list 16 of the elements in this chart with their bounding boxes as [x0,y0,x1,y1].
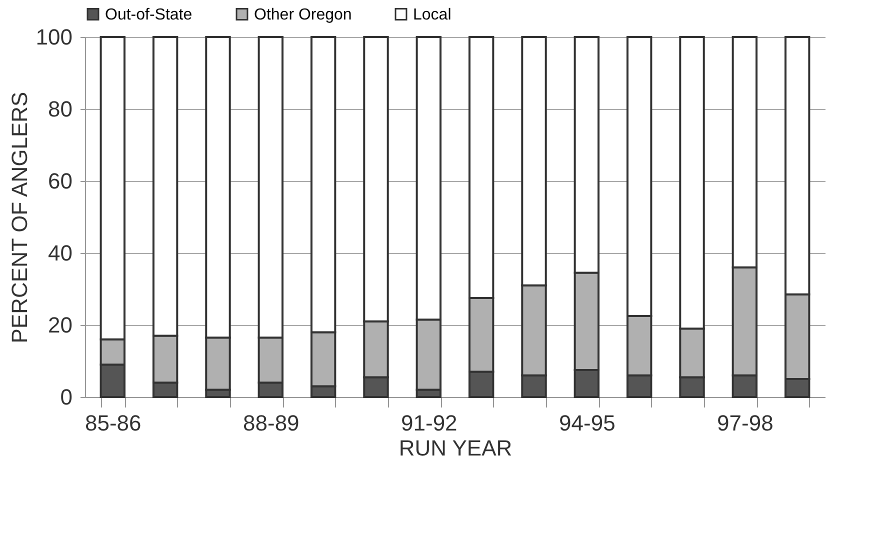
legend-label: Local [413,6,452,24]
y-tick-label: 20 [48,312,72,338]
x-tick-label: 94-95 [559,410,616,436]
x-tick-label: 88-89 [243,410,300,436]
y-tick-label: 0 [60,384,72,410]
x-tick-label: 91-92 [401,410,458,436]
legend-label: Other Oregon [254,6,352,24]
y-axis-title: PERCENT OF ANGLERS [6,92,32,344]
y-tick-label: 80 [48,96,72,122]
y-tick-label: 60 [48,168,72,194]
y-tick-label: 100 [36,24,72,50]
x-tick-label: 97-98 [717,410,774,436]
x-axis-title: RUN YEAR [398,436,512,460]
x-tick-label: 85-86 [85,410,142,436]
y-tick-label: 40 [48,240,72,266]
legend-label: Out-of-State [105,6,192,24]
